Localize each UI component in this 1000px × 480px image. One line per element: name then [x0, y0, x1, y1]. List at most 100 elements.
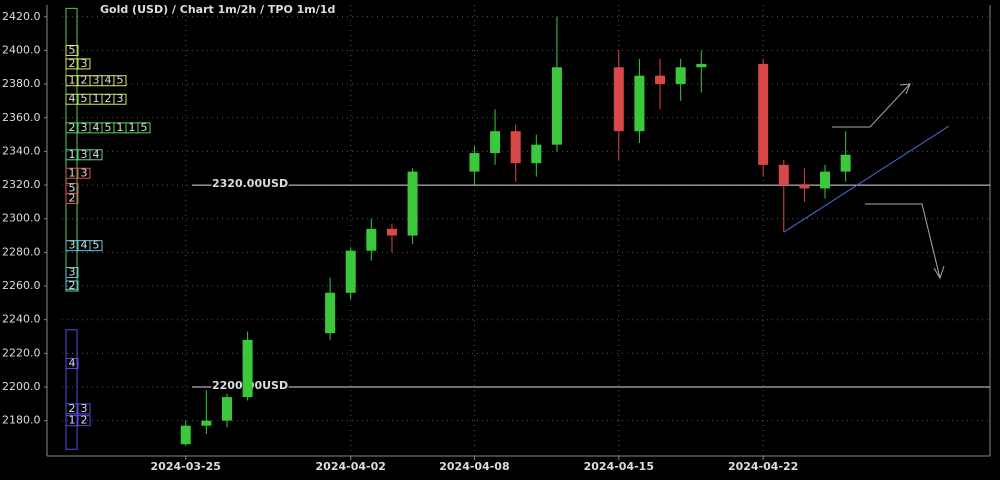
candle-body	[221, 397, 232, 421]
candle-body	[778, 164, 789, 186]
x-tick-label: 2024-04-08	[439, 460, 509, 473]
tpo-letter: 2	[81, 74, 88, 87]
tpo-letter: 3	[81, 402, 88, 415]
tpo-box	[77, 58, 91, 70]
candle-body	[325, 292, 336, 334]
tpo-letter: 1	[93, 92, 100, 105]
tpo-letter: 3	[117, 92, 124, 105]
x-tick-label: 2024-04-02	[316, 460, 386, 473]
candle-body	[366, 228, 377, 251]
tpo-letter: 4	[69, 92, 76, 105]
profile-range	[65, 329, 78, 450]
tpo-letter: 3	[69, 239, 76, 252]
candle-body	[675, 67, 686, 85]
tpo-letter: 3	[81, 166, 88, 179]
tpo-box	[89, 149, 103, 161]
tpo-letter: 2	[81, 414, 88, 427]
tpo-box	[77, 167, 91, 179]
candle-body	[180, 425, 191, 445]
tpo-letter: 1	[129, 121, 136, 134]
tpo-box	[65, 280, 79, 292]
candle-body	[696, 63, 707, 68]
tpo-letter: 3	[81, 121, 88, 134]
tpo-letter: 5	[105, 121, 112, 134]
tpo-letter: 4	[81, 239, 88, 252]
candle-body	[758, 63, 769, 165]
tpo-letter: 3	[93, 74, 100, 87]
tpo-letter: 1	[117, 121, 124, 134]
tpo-letter: 2	[69, 57, 76, 70]
drawing-arrows	[832, 83, 945, 280]
tpo-letter: 5	[117, 74, 124, 87]
tpo-box	[65, 193, 79, 205]
tpo-letter: 3	[81, 57, 88, 70]
tpo-box	[77, 403, 91, 415]
y-tick-label: 2340.0	[2, 144, 41, 157]
y-tick-label: 2240.0	[2, 313, 41, 326]
tpo-letter: 1	[69, 166, 76, 179]
chart-title: Gold (USD) / Chart 1m/2h / TPO 1m/1d	[100, 3, 335, 16]
candle-body	[386, 228, 397, 236]
candle-body	[407, 171, 418, 236]
tpo-letter: 1	[69, 148, 76, 161]
y-tick-label: 2180.0	[2, 414, 41, 427]
candle-body	[469, 153, 480, 172]
tpo-letter: 1	[69, 414, 76, 427]
tpo-letter: 5	[81, 92, 88, 105]
candle-body	[613, 67, 624, 132]
trend-line	[783, 125, 950, 233]
tpo-letter: 4	[105, 74, 112, 87]
tpo-letter: 3	[81, 148, 88, 161]
tpo-box	[65, 357, 79, 369]
y-tick-label: 2320.0	[2, 178, 41, 191]
tpo-letter: 1	[69, 74, 76, 87]
tpo-letter: 5	[93, 239, 100, 252]
tpo-box	[113, 93, 127, 105]
y-tick-label: 2380.0	[2, 77, 41, 90]
x-tick-label: 2024-04-22	[728, 460, 798, 473]
tpo-letter: 2	[69, 192, 76, 205]
candle-body	[820, 171, 831, 189]
tpo-letter: 2	[69, 402, 76, 415]
tpo-box	[65, 267, 79, 279]
tpo-letter: 2	[105, 92, 112, 105]
candle-body	[799, 185, 810, 189]
tpo-box	[77, 415, 91, 427]
tpo-letter: 3	[69, 266, 76, 279]
candle-body	[655, 75, 666, 85]
y-tick-label: 2280.0	[2, 245, 41, 258]
tpo-letter: 5	[69, 43, 76, 56]
tpo-box	[89, 240, 103, 252]
y-tick-label: 2260.0	[2, 279, 41, 292]
y-tick-label: 2420.0	[2, 10, 41, 23]
y-tick-label: 2400.0	[2, 43, 41, 56]
candle-body	[634, 75, 645, 132]
x-tick-label: 2024-03-25	[151, 460, 221, 473]
profile-range	[65, 7, 78, 290]
candle-body	[531, 144, 542, 164]
y-tick-label: 2360.0	[2, 111, 41, 124]
tpo-letter: 2	[69, 279, 76, 292]
x-tick-label: 2024-04-15	[584, 460, 654, 473]
candle-body	[201, 420, 212, 426]
tpo-letter: 5	[141, 121, 148, 134]
tpo-letter: 5	[69, 181, 76, 194]
candle-body	[345, 250, 356, 293]
candle-body	[510, 131, 521, 164]
y-tick-label: 2200.0	[2, 380, 41, 393]
y-tick-label: 2300.0	[2, 212, 41, 225]
tpo-letter: 4	[93, 121, 100, 134]
candle-body	[840, 154, 851, 172]
candle-body	[242, 339, 253, 398]
tpo-letter: 4	[93, 148, 100, 161]
candle-body	[551, 67, 562, 145]
candle-body	[490, 131, 501, 154]
y-tick-label: 2220.0	[2, 346, 41, 359]
tpo-box	[137, 122, 151, 134]
level-label: 2320.00USD	[212, 177, 288, 190]
tpo-box	[113, 75, 127, 87]
tpo-letter: 4	[69, 356, 76, 369]
